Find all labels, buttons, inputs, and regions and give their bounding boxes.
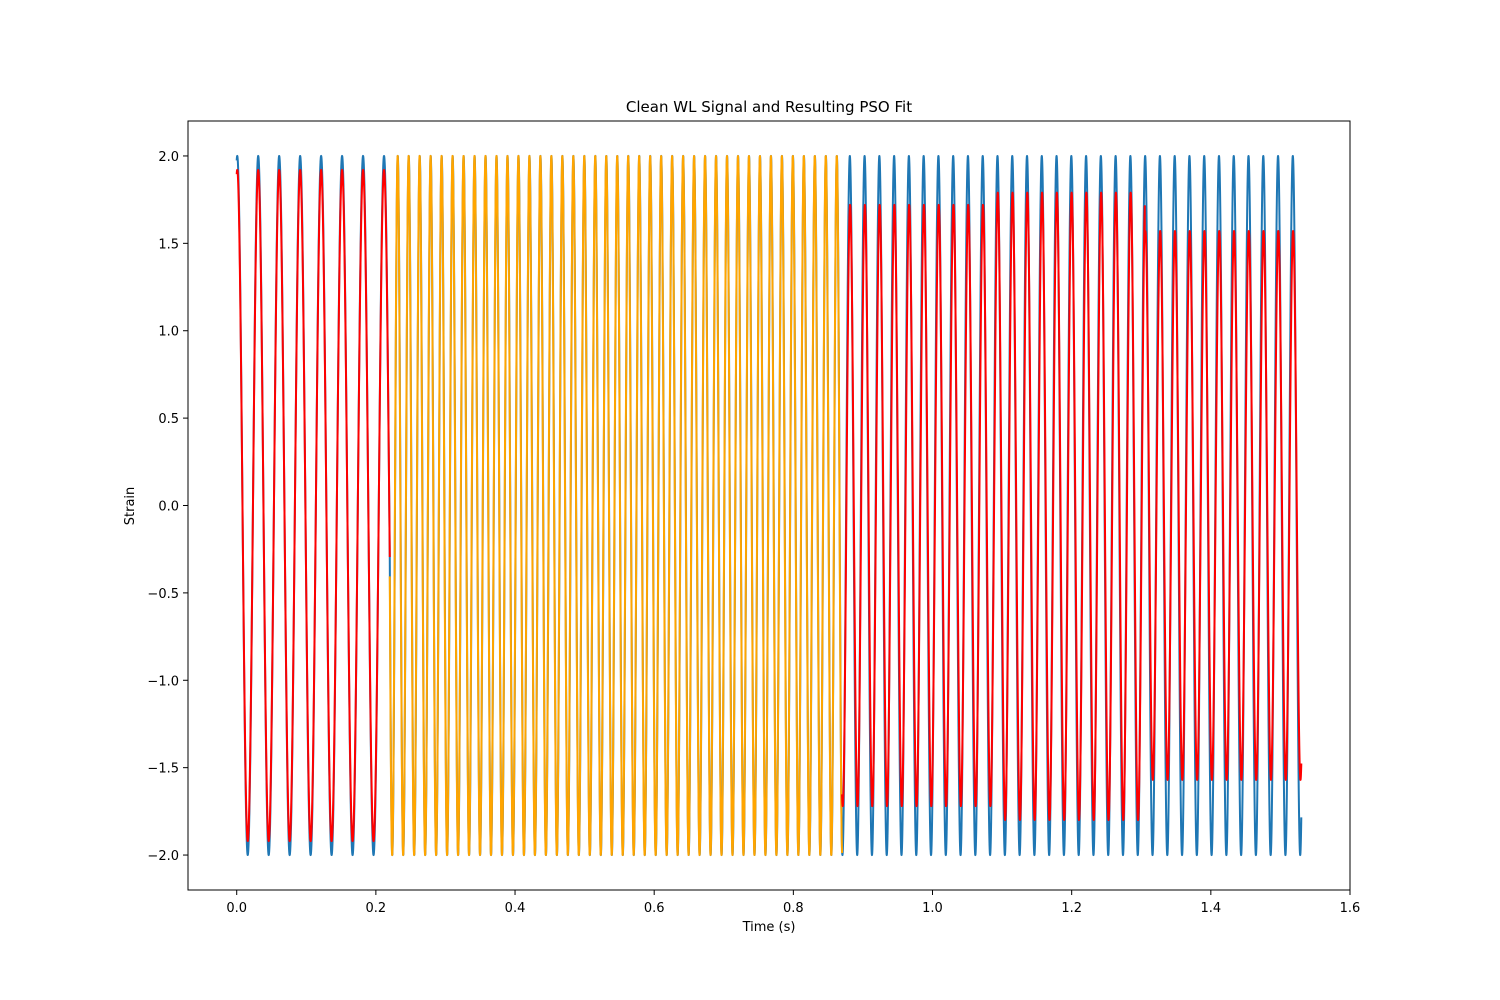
x-tick-label: 0.4 — [505, 901, 526, 916]
x-tick-label: 0.6 — [644, 901, 665, 916]
chart-title: Clean WL Signal and Resulting PSO Fit — [626, 98, 912, 116]
y-tick-label: −0.5 — [147, 587, 179, 602]
x-tick-label: 0.2 — [366, 901, 387, 916]
x-tick-label: 0.0 — [226, 901, 247, 916]
series-pso-fit-segment-1 — [235, 168, 391, 843]
y-tick-label: 0.0 — [158, 500, 179, 515]
y-axis: 2.0 1.5 1.0 0.5 0.0 −0.5 −1.0 −1.5 −2.0 — [147, 150, 188, 864]
y-tick-label: 0.5 — [158, 412, 179, 427]
y-tick-label: 1.5 — [158, 237, 179, 252]
series-layer — [235, 154, 1303, 857]
series-pso-fit-segment-3 — [841, 191, 1303, 822]
x-tick-label: 1.6 — [1340, 901, 1361, 916]
y-axis-label: Strain — [123, 487, 138, 526]
x-tick-label: 1.4 — [1200, 901, 1221, 916]
y-tick-label: −2.0 — [147, 849, 179, 864]
x-axis: 0.0 0.2 0.4 0.6 0.8 1.0 1.2 1.4 1.6 — [226, 890, 1360, 916]
x-axis-label: Time (s) — [742, 920, 796, 935]
x-tick-label: 0.8 — [783, 901, 804, 916]
x-tick-label: 1.0 — [922, 901, 943, 916]
y-tick-label: 1.0 — [158, 325, 179, 340]
x-tick-label: 1.2 — [1061, 901, 1082, 916]
y-tick-label: −1.5 — [147, 762, 179, 777]
series-pso-fit-segment-2 — [388, 154, 844, 857]
y-tick-label: 2.0 — [158, 150, 179, 165]
y-tick-label: −1.0 — [147, 674, 179, 689]
